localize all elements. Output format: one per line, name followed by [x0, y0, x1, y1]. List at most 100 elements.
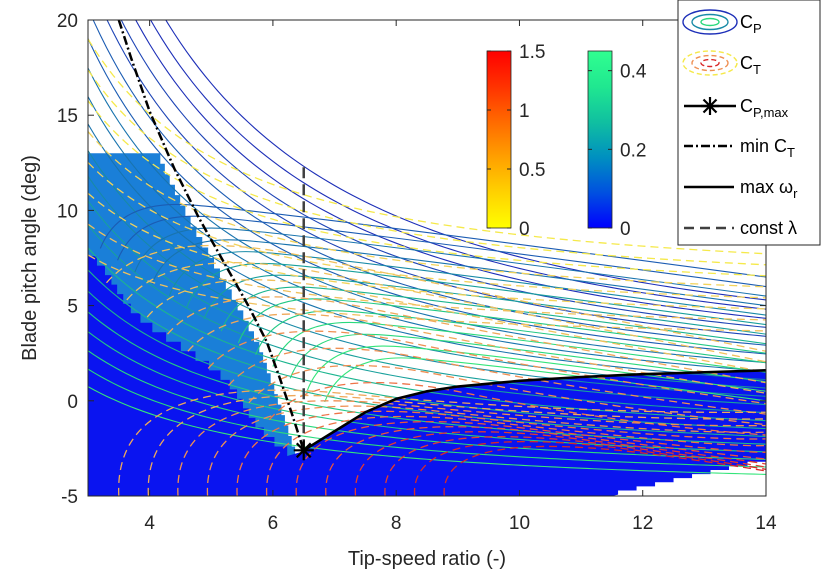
x-tick-label: 14 [755, 513, 777, 534]
cp-contour [88, 175, 766, 397]
cp-contour [106, 20, 766, 337]
legend: CP CT CP,max min CT max ωr const λ [677, 0, 821, 246]
cp-max-marker-stroke [295, 442, 312, 459]
legend-item-ct: CT [682, 50, 761, 77]
cp-contour [135, 20, 766, 319]
ct-colorbar-tick-label: 0 [519, 219, 530, 240]
cp-contour [88, 350, 766, 461]
legend-box [677, 0, 821, 246]
ct-contour-lower [147, 394, 766, 496]
ct-contour-lower [354, 431, 766, 496]
colorbars: 0 0.5 1 1.5 0 0.2 0.4 [486, 42, 647, 240]
cp-contour-inner [289, 333, 766, 383]
cpmax-legend-star [702, 98, 718, 114]
ct-colorbar-tick-label: 1 [519, 101, 530, 122]
ct-contour-lower [236, 410, 766, 496]
cp-contour-inner [272, 321, 766, 373]
cp-contour [165, 20, 766, 301]
legend-label: min CT [740, 136, 795, 160]
ct-legend-icon-core [700, 58, 720, 68]
ct-contour-lines [88, 38, 766, 496]
ct-contour-mid [167, 296, 766, 384]
ct-legend-icon [682, 50, 738, 76]
y-tick-label: -5 [61, 487, 78, 508]
ct-contour [88, 223, 766, 321]
legend-label: CP [740, 12, 762, 36]
ct-contour-mid [228, 347, 766, 415]
ct-legend-icon-mid [691, 54, 729, 72]
y-axis-label: Blade pitch angle (deg) [19, 155, 41, 361]
ct-contour [88, 69, 766, 266]
ct-contour [88, 100, 766, 277]
ct-contour-lower [177, 400, 766, 496]
cp-max-marker [293, 440, 314, 461]
y-tick-label: 20 [57, 11, 78, 32]
ct-contour-lower [325, 426, 766, 496]
ct-contour [88, 38, 766, 255]
cp-contour-inner [203, 274, 766, 335]
legend-label: CP,max [740, 96, 789, 120]
cp-contour [88, 224, 766, 414]
ct-contour-lower [384, 436, 766, 496]
cp-contour-inner [237, 298, 766, 354]
y-tick-label: 0 [67, 392, 78, 413]
cp-contour-inner [255, 310, 766, 364]
legend-label: CT [740, 53, 761, 77]
cp-contour-inner [151, 239, 766, 307]
ct-contour-lower [414, 440, 766, 496]
ct-colorbar-bar [486, 50, 512, 229]
cp-contour-inner [99, 203, 766, 278]
legend-label: max ωr [740, 177, 798, 201]
max-omega-curve [303, 369, 766, 452]
cp-contour [120, 20, 766, 328]
cp-contour [88, 67, 766, 364]
cp-colorbar-tick-label: 0.2 [620, 140, 646, 161]
cp-contour-inner [134, 227, 766, 297]
cp-contour [149, 20, 766, 310]
cp-contour-inner [117, 215, 766, 288]
ct-contour-mid [268, 381, 766, 436]
cp-contour [88, 269, 766, 430]
x-tick-label: 6 [268, 513, 279, 534]
ct-contour-mid [146, 279, 766, 373]
ct-contour-mid [126, 262, 766, 363]
x-tick-label: 10 [509, 513, 530, 534]
legend-item-minct: min CT [684, 136, 795, 160]
ct-colorbar-tick-label: 0.5 [519, 160, 545, 181]
cp-contour [88, 331, 766, 453]
control-curves [117, 20, 766, 452]
cp-contour [88, 38, 766, 355]
min-ct-curve [117, 20, 305, 451]
cp-contour [88, 368, 766, 468]
ct-contour-lower [118, 389, 766, 496]
ct-contour [88, 192, 766, 310]
x-tick-label: 12 [632, 513, 653, 534]
legend-item-maxw: max ωr [684, 177, 798, 201]
x-axis-label: Tip-speed ratio (-) [348, 548, 506, 570]
cp-max-marker-layer [293, 440, 314, 461]
legend-item-cp: CP [682, 9, 762, 36]
cp-legend-icon-core [700, 17, 720, 27]
cp-contour [88, 290, 766, 437]
x-tick-label: 4 [144, 513, 155, 534]
cp-contour-inner [186, 262, 766, 326]
ct-contour-mid [207, 330, 766, 405]
cp-contour [88, 96, 766, 372]
cp-colorbar-bar [587, 50, 613, 229]
cp-colorbar-tick-label: 0.4 [620, 62, 647, 83]
ct-colorbar-tick-label: 1.5 [519, 42, 545, 63]
ct-contour-lower [295, 420, 766, 496]
plot-frame [87, 19, 767, 497]
cp-contour [88, 200, 766, 406]
ct-contour-lower [443, 445, 766, 496]
legend-item-cpmax: CP,max [684, 96, 789, 120]
ct-contour-lower [266, 415, 766, 496]
ct-contour-mid [105, 244, 766, 352]
cp-legend-icon [682, 9, 738, 35]
ct-contour-mid [248, 364, 766, 426]
y-tick-label: 10 [57, 201, 78, 222]
ct-contour [88, 131, 766, 288]
cp-contour [88, 386, 766, 475]
